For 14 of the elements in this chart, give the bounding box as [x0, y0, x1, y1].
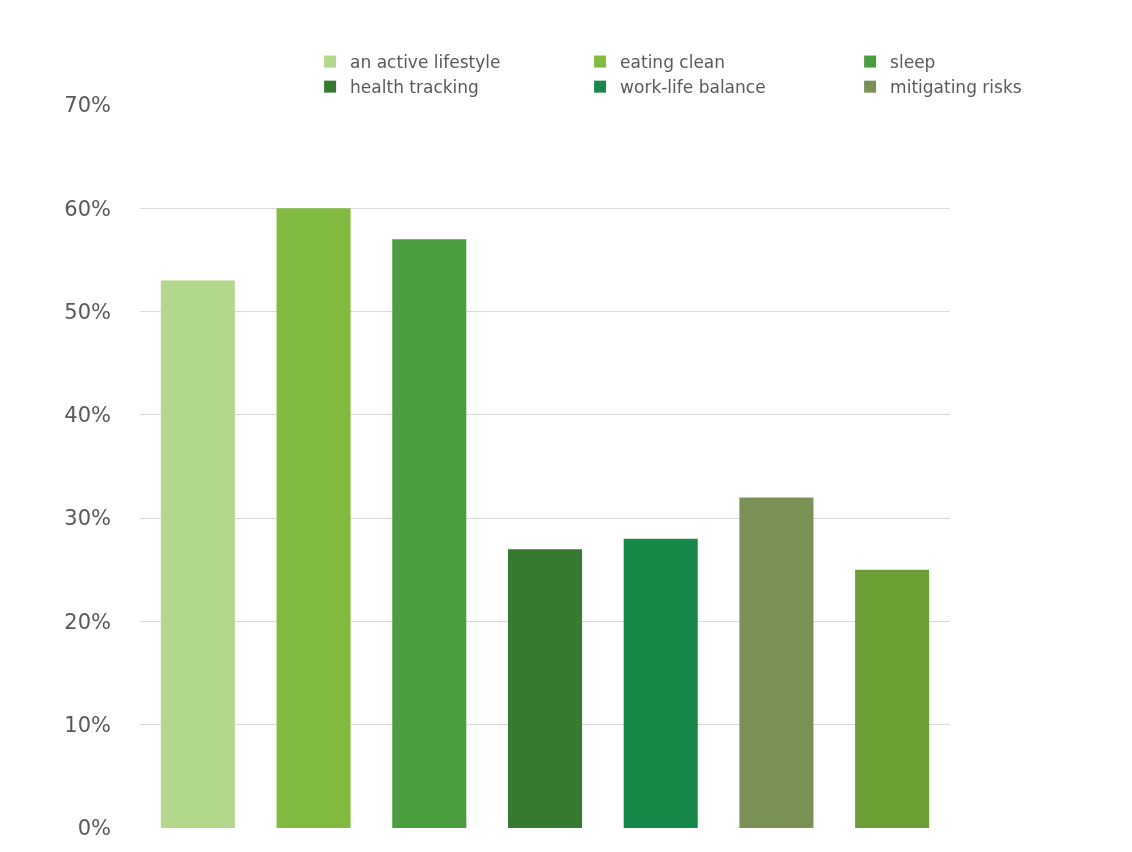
y-tick-label: 0% — [77, 816, 111, 841]
legend-label: sleep — [890, 52, 936, 73]
y-tick-label: 30% — [64, 506, 111, 531]
y-tick-label: 10% — [64, 713, 111, 738]
legend-label: mitigating risks — [890, 77, 1022, 98]
y-tick-label: 50% — [64, 299, 111, 324]
legend-label: health tracking — [350, 77, 479, 98]
legend-label: an active lifestyle — [350, 52, 501, 73]
y-tick-label: 60% — [64, 196, 111, 221]
y-tick-label: 70% — [64, 93, 111, 118]
legend-label: work-life balance — [620, 77, 766, 98]
legend-label: eating clean — [620, 52, 726, 73]
y-tick-label: 40% — [64, 403, 111, 428]
y-tick-label: 20% — [64, 609, 111, 634]
